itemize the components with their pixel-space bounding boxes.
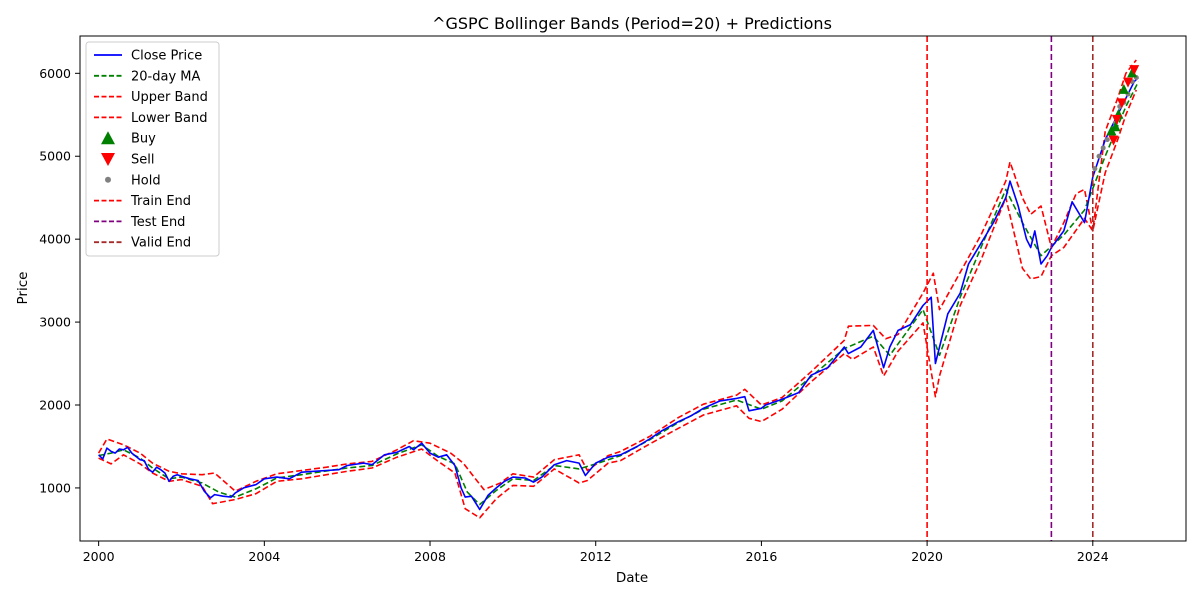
hold-marker bbox=[1096, 153, 1102, 159]
x-tick-label: 2012 bbox=[580, 549, 612, 564]
plot-area bbox=[97, 36, 1140, 541]
y-tick-label: 1000 bbox=[39, 480, 71, 495]
y-axis: 1000 2000 3000 4000 5000 6000 bbox=[39, 66, 80, 495]
legend-label-buy: Buy bbox=[131, 132, 156, 147]
buy-marker bbox=[1127, 67, 1138, 78]
y-axis-label: Price bbox=[15, 272, 31, 305]
legend-swatch-hold bbox=[105, 176, 111, 183]
buy-marker bbox=[1118, 83, 1129, 94]
legend-label-test-end: Test End bbox=[130, 215, 185, 230]
x-axis-label: Date bbox=[616, 570, 648, 586]
legend-swatch-buy bbox=[101, 131, 115, 145]
legend-label-close-price: Close Price bbox=[131, 49, 202, 64]
legend-label-valid-end: Valid End bbox=[131, 236, 191, 251]
legend-label-20-day-ma: 20-day MA bbox=[131, 69, 200, 84]
y-tick-label: 3000 bbox=[39, 315, 71, 330]
x-tick-label: 2004 bbox=[248, 549, 280, 564]
legend-label-upper-band: Upper Band bbox=[131, 90, 208, 105]
sell-marker bbox=[1123, 77, 1134, 88]
hold-marker bbox=[1100, 145, 1106, 151]
sell-marker bbox=[1129, 65, 1140, 76]
buy-marker bbox=[1110, 121, 1121, 132]
sell-marker bbox=[1116, 98, 1127, 109]
series-20-day-ma bbox=[98, 81, 1140, 506]
y-tick-label: 4000 bbox=[39, 232, 71, 247]
hold-marker bbox=[1104, 137, 1110, 143]
legend-swatch-sell bbox=[101, 153, 115, 166]
series-lower-band bbox=[98, 89, 1138, 519]
x-tick-label: 2000 bbox=[83, 549, 115, 564]
hold-marker bbox=[1092, 166, 1098, 172]
legend: Close Price 20-day MA Upper Band Lower Band… bbox=[85, 41, 220, 257]
series-close-price bbox=[98, 76, 1139, 511]
x-tick-label: 2016 bbox=[746, 549, 778, 564]
legend-box bbox=[85, 41, 220, 257]
x-tick-label: 2020 bbox=[911, 549, 943, 564]
chart-title: ^GSPC Bollinger Bands (Period=20) + Pred… bbox=[432, 14, 832, 33]
legend-label-train-end: Train End bbox=[130, 194, 191, 209]
y-tick-label: 6000 bbox=[39, 66, 71, 81]
legend-label-hold: Hold bbox=[131, 173, 161, 188]
x-axis: 2000 2004 2008 2012 2016 2020 2024 bbox=[83, 541, 1109, 564]
y-tick-label: 5000 bbox=[39, 149, 71, 164]
legend-label-sell: Sell bbox=[131, 153, 154, 168]
legend-label-lower-band: Lower Band bbox=[131, 111, 207, 126]
y-tick-label: 2000 bbox=[39, 398, 71, 413]
series-upper-band bbox=[97, 59, 1137, 493]
x-tick-label: 2024 bbox=[1077, 549, 1109, 564]
plot-frame bbox=[79, 35, 1187, 542]
sell-marker bbox=[1111, 114, 1122, 125]
x-tick-label: 2008 bbox=[414, 549, 446, 564]
sell-marker bbox=[1108, 135, 1119, 146]
